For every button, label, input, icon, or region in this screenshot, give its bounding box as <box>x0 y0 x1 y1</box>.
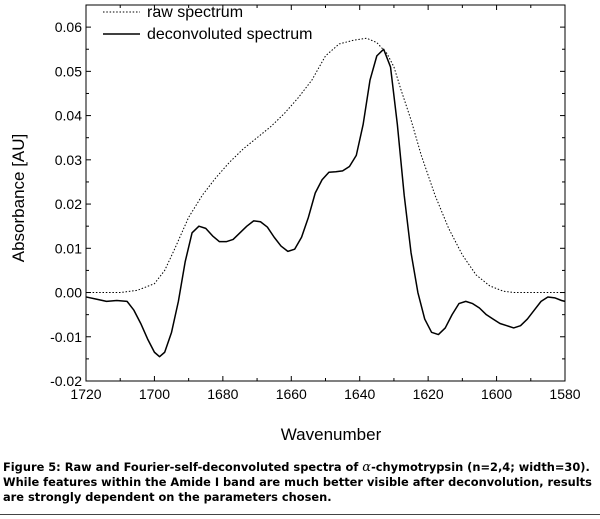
y-tick-label: -0.01 <box>50 329 82 345</box>
caption-prefix: Figure 5: Raw and Fourier-self-deconvolu… <box>3 460 363 474</box>
plot-frame <box>85 4 566 382</box>
y-tick-label: -0.02 <box>50 373 82 389</box>
spectrum-chart: 1720 1700 1680 1660 1640 1620 1600 1580 -0.02 -0.… <box>9 4 581 444</box>
y-tick-label: 0.00 <box>55 285 82 301</box>
series-line-raw-spectrum <box>86 37 565 294</box>
legend-label-deconvoluted: deconvoluted spectrum <box>147 26 312 43</box>
x-tick-label: 1700 <box>139 386 170 402</box>
y-axis-title: Absorbance [AU] <box>9 134 28 263</box>
x-tick-label: 1720 <box>70 386 101 402</box>
y-tick-label: 0.03 <box>55 152 82 168</box>
y-tick-label: 0.02 <box>55 196 82 212</box>
x-tick-label: 1580 <box>549 386 580 402</box>
legend-label-raw: raw spectrum <box>147 4 243 21</box>
figure-caption: Figure 5: Raw and Fourier-self-deconvolu… <box>3 460 593 505</box>
plot-area: 1720 1700 1680 1660 1640 1620 1600 1580 -0.02 -0.… <box>50 4 581 402</box>
x-tick-label: 1640 <box>344 386 375 402</box>
x-tick-label: 1620 <box>413 386 444 402</box>
caption-greek-alpha: α <box>362 460 372 475</box>
x-tick-label: 1600 <box>481 386 512 402</box>
caption-suffix: -chymotrypsin (n=2,4; width=30). While f… <box>3 460 592 504</box>
series-line-deconvoluted-spectrum <box>85 48 566 358</box>
y-tick-label: 0.04 <box>55 108 82 124</box>
y-tick-label: 0.01 <box>55 240 82 256</box>
x-axis-title: Wavenumber <box>281 425 382 444</box>
x-tick-label: 1660 <box>276 386 307 402</box>
caption-divider <box>0 514 600 515</box>
y-tick-label: 0.05 <box>55 63 82 79</box>
legend: raw spectrum deconvoluted spectrum <box>103 4 312 43</box>
x-tick-label: 1680 <box>207 386 238 402</box>
y-tick-label: 0.06 <box>55 19 82 35</box>
